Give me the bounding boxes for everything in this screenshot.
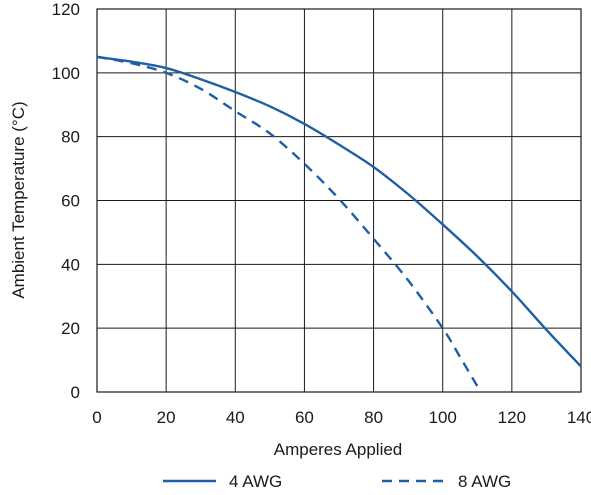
x-tick-label-2: 40 xyxy=(226,408,245,427)
y-tick-label-0: 0 xyxy=(71,383,80,402)
series-layer xyxy=(96,55,582,393)
x-axis-title: Amperes Applied xyxy=(274,440,403,459)
y-tick-label-2: 40 xyxy=(61,255,80,274)
legend-label-8-awg: 8 AWG xyxy=(458,472,511,491)
x-tick-label-5: 100 xyxy=(429,408,457,427)
x-tick-label-1: 20 xyxy=(157,408,176,427)
grid-lines xyxy=(96,8,582,393)
y-axis-title: Ambient Temperature (°C) xyxy=(9,101,28,298)
series-line-4-awg xyxy=(96,55,582,368)
legend-label-4-awg: 4 AWG xyxy=(229,472,282,491)
y-tick-labels: 0 20 40 60 80 100 120 xyxy=(52,0,80,402)
series-line-8-awg xyxy=(96,55,482,393)
y-tick-label-3: 60 xyxy=(61,192,80,211)
plot-frame xyxy=(96,8,582,393)
x-tick-label-6: 120 xyxy=(498,408,526,427)
legend: 4 AWG 8 AWG xyxy=(163,472,511,491)
y-tick-label-1: 20 xyxy=(61,319,80,338)
x-tick-label-4: 80 xyxy=(364,408,383,427)
x-tick-label-0: 0 xyxy=(92,408,101,427)
x-tick-label-7: 140 xyxy=(567,408,591,427)
y-tick-label-4: 80 xyxy=(61,128,80,147)
y-tick-label-6: 120 xyxy=(52,0,80,19)
x-tick-labels: 0 20 40 60 80 100 120 140 xyxy=(92,408,591,427)
y-tick-label-5: 100 xyxy=(52,64,80,83)
x-tick-label-3: 60 xyxy=(295,408,314,427)
